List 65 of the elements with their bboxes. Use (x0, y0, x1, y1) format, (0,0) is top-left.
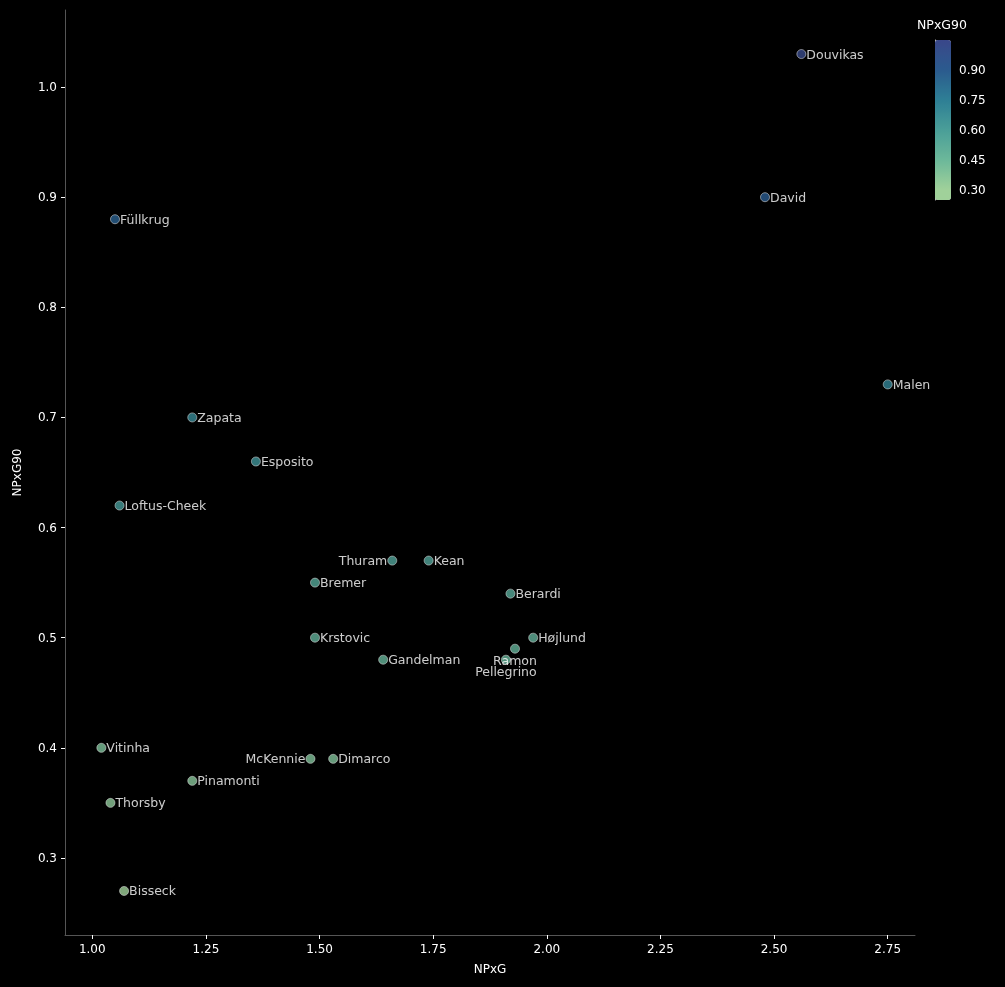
point (96, 742, 107, 753)
color-bar-label: 0.90 (959, 63, 986, 77)
point (105, 798, 116, 808)
annotation: Füllkrug (120, 211, 170, 227)
point (187, 775, 198, 786)
color-bar-label: 0.60 (959, 123, 986, 137)
point (510, 643, 520, 654)
annotation: Kean (433, 553, 465, 569)
point (310, 632, 320, 643)
point (110, 214, 120, 225)
x-tick-label: 1.00 (78, 942, 106, 956)
color-bar-label: 0.30 (959, 183, 986, 197)
annotation: Højlund (538, 630, 586, 646)
x-tick-label: 1.50 (306, 942, 333, 956)
annotation: Malen (892, 376, 931, 392)
y-tick-label: 0.7 (37, 410, 57, 425)
point (387, 555, 398, 566)
x-tick-label: 2.00 (533, 942, 561, 956)
annotation: Dimarco (338, 751, 391, 767)
point (528, 632, 539, 643)
x-tick-label: 1.25 (192, 942, 220, 956)
y-tick-label: 0.6 (37, 520, 57, 535)
x-axis-title: NPxG (473, 962, 507, 976)
annotation: Vitinha (106, 740, 150, 756)
annotation: Thorsby (114, 795, 167, 811)
point (423, 555, 434, 566)
point (882, 379, 893, 390)
annotation: Berardi (515, 586, 561, 602)
y-tick-label: 0.3 (37, 850, 57, 865)
point (114, 500, 125, 511)
y-tick-label: 0.8 (37, 300, 57, 315)
y-tick-label: 0.9 (37, 190, 57, 205)
x-tick-label: 2.25 (647, 942, 674, 956)
annotation: David (770, 189, 807, 205)
y-tick-label: 0.5 (37, 630, 57, 645)
annotation: Esposito (260, 453, 314, 469)
point (251, 456, 261, 467)
y-axis-title: NPxG90 (10, 448, 24, 497)
point (305, 753, 316, 764)
annotation: Pinamonti (197, 773, 260, 789)
point (119, 886, 129, 896)
point (760, 192, 770, 203)
x-tick-label: 2.75 (874, 942, 902, 956)
point (310, 577, 320, 588)
annotation: Loftus-Cheek (124, 498, 207, 514)
point (378, 654, 389, 665)
color-bar-label: 0.75 (959, 93, 986, 107)
annotation: Thuram (337, 553, 388, 569)
annotation: Douvikas (806, 46, 864, 62)
annotation: Zapata (197, 409, 242, 425)
color-bar-title: NPxG90 (917, 17, 967, 32)
annotation: Gandelman (388, 652, 461, 668)
annotation: Bremer (320, 575, 367, 591)
point (505, 588, 516, 599)
point (328, 753, 339, 764)
point (796, 49, 807, 59)
annotation: McKennie (245, 751, 306, 767)
x-tick-label: 1.75 (419, 942, 447, 956)
annotation: Bisseck (129, 883, 177, 899)
color-bar-label: 0.45 (959, 153, 986, 167)
y-tick-label: 1.0 (37, 80, 57, 95)
x-tick-label: 2.50 (760, 942, 788, 956)
point (187, 412, 198, 423)
annotation: Krstovic (320, 630, 371, 646)
y-tick-label: 0.4 (37, 740, 57, 755)
